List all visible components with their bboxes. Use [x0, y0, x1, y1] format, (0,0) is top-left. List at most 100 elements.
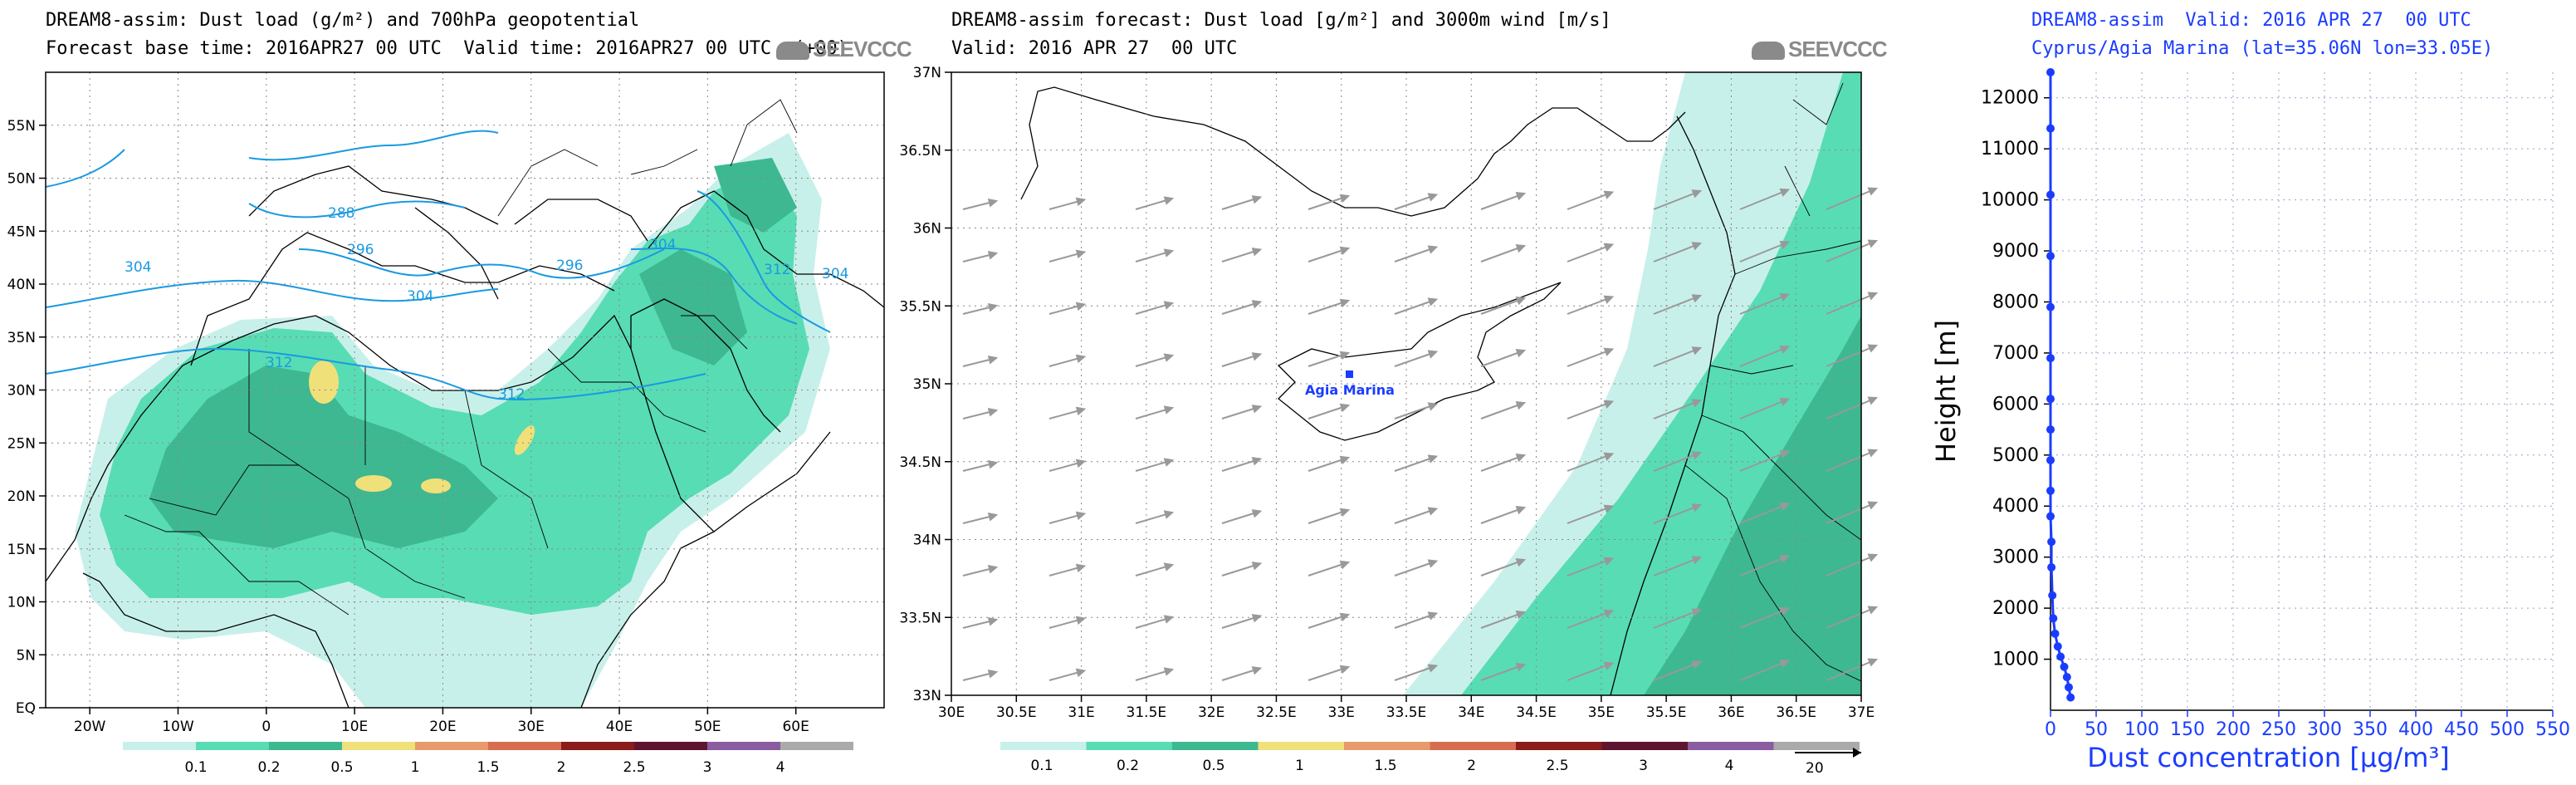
- panel1-contour-label: 304: [822, 266, 848, 282]
- wind-vector-head: [1075, 511, 1087, 521]
- panel2-lon-label: 33.5E: [1386, 704, 1427, 721]
- wind-vector: [1739, 660, 1789, 681]
- panel1-legend-swatch: [196, 742, 269, 750]
- panel2-lat-label: 35N: [913, 376, 941, 393]
- profile-x-tick-label: 550: [2535, 719, 2570, 740]
- wind-vector: [1739, 398, 1789, 419]
- wind-vector-head: [1779, 397, 1791, 406]
- wind-vector-head: [1163, 405, 1175, 415]
- panel1-lon-label: 20E: [429, 719, 456, 735]
- wind-vector-head: [1163, 562, 1175, 572]
- profile-y-tick-label: 1000: [1992, 650, 2039, 670]
- profile-grid: [2050, 72, 2554, 710]
- wind-vector-head: [1691, 242, 1703, 251]
- wind-vector-head: [1427, 454, 1439, 464]
- wind-reference-arrowhead: [1853, 748, 1861, 758]
- wind-vector-head: [1339, 665, 1351, 675]
- panel2-lon-label: 35E: [1588, 704, 1615, 721]
- wind-vector-head: [1251, 248, 1263, 257]
- panel1-axis-ticks: 20W 10W 0 10E 20E 30E 40E 50E 60E EQ 5N 10N 15N 20N 25…: [7, 118, 809, 735]
- panel1-legend-swatch: [488, 742, 561, 750]
- wind-vector: [1480, 507, 1525, 524]
- wind-vector-head: [1339, 351, 1351, 361]
- panel1-contour-label: 312: [266, 355, 292, 371]
- wind-vector-head: [1779, 502, 1791, 511]
- wind-vector: [1826, 345, 1877, 367]
- panel2-legend-swatch: [1601, 742, 1688, 750]
- wind-vector: [1826, 449, 1877, 472]
- wind-vector-head: [1515, 349, 1527, 358]
- wind-vector-head: [987, 355, 999, 365]
- wind-vector-head: [1339, 508, 1351, 518]
- panel1-legend-label: 3: [703, 759, 712, 776]
- wind-vector: [1653, 347, 1701, 367]
- wind-vector-head: [1427, 350, 1439, 359]
- wind-vector-head: [1075, 459, 1087, 469]
- panel1-contour-label: 304: [407, 288, 433, 305]
- wind-vector-head: [1515, 454, 1527, 463]
- wind-vector-head: [1779, 345, 1791, 354]
- profile-point: [2046, 190, 2055, 199]
- wind-vector-head: [1075, 616, 1087, 626]
- profile-point: [2048, 591, 2057, 600]
- panel2-legend-label: 1.5: [1374, 758, 1396, 774]
- panel1-gridlines: [46, 72, 884, 709]
- wind-vector-head: [1867, 396, 1879, 405]
- panel1-contour-label: 304: [649, 237, 676, 253]
- dust-region-dark: [149, 366, 498, 548]
- panel1-geopotential-contours: [46, 130, 831, 400]
- wind-vector-head: [1339, 298, 1351, 308]
- wind-vector-head: [1779, 292, 1791, 302]
- profile-point: [2046, 512, 2055, 521]
- wind-vector: [1826, 240, 1877, 262]
- wind-vector: [1567, 505, 1613, 524]
- wind-vector-head: [987, 512, 999, 522]
- panel1-lat-label: 30N: [7, 383, 36, 400]
- profile-point: [2047, 562, 2056, 572]
- panel2-lat-label: 36N: [913, 221, 941, 238]
- wind-vector-head: [1867, 658, 1879, 667]
- profile-x-tick-label: 100: [2124, 719, 2159, 740]
- wind-vector-head: [1603, 661, 1615, 670]
- wind-vector-head: [1779, 606, 1791, 616]
- panel1-lat-label: 25N: [7, 435, 36, 452]
- profile-point: [2046, 425, 2055, 434]
- wind-vector-head: [1603, 452, 1615, 461]
- wind-vector-head: [1251, 509, 1263, 518]
- profile-point: [2046, 302, 2055, 312]
- wind-vector-head: [1691, 503, 1703, 513]
- wind-vector-head: [1867, 553, 1879, 562]
- profile-point: [2056, 652, 2065, 661]
- panel2-lon-label: 37E: [1848, 704, 1875, 721]
- wind-vector: [1826, 606, 1877, 629]
- wind-vector-head: [1691, 556, 1703, 565]
- wind-vector-head: [1163, 667, 1175, 676]
- wind-vector-head: [1251, 666, 1263, 675]
- panel1-lon-label: 20W: [74, 719, 106, 735]
- wind-vector: [1826, 292, 1877, 315]
- profile-y-tick-label: 5000: [1992, 445, 2039, 466]
- profile-point: [2065, 683, 2073, 692]
- wind-vector-head: [1075, 197, 1087, 207]
- panel1-dust-field: [75, 133, 830, 708]
- wind-reference-value: 20: [1806, 760, 1824, 777]
- panel2-legend-swatch: [1172, 742, 1259, 750]
- wind-vector: [1826, 554, 1877, 576]
- wind-vector-head: [987, 616, 999, 626]
- panel1-lat-label: 35N: [7, 330, 36, 346]
- panel2-lon-label: 36E: [1718, 704, 1744, 721]
- panel2-legend: 0.1 0.2 0.5 1 1.5 2 2.5 3 4: [1000, 742, 1860, 774]
- profile-y-tick-label: 2000: [1992, 598, 2039, 619]
- profile-x-tick-label: 250: [2261, 719, 2296, 740]
- profile-point: [2051, 629, 2060, 638]
- panel2-legend-label: 0.2: [1117, 758, 1139, 774]
- panel1-lon-label: 40E: [606, 719, 633, 735]
- wind-vector: [1653, 504, 1701, 524]
- wind-vector-head: [1163, 353, 1175, 362]
- wind-vector-head: [1867, 292, 1879, 301]
- profile-point: [2046, 354, 2055, 363]
- panel2-logo-text: SEEVCCC: [1788, 37, 1888, 61]
- wind-vector: [1739, 607, 1789, 629]
- panel2-legend-swatch: [1000, 742, 1087, 750]
